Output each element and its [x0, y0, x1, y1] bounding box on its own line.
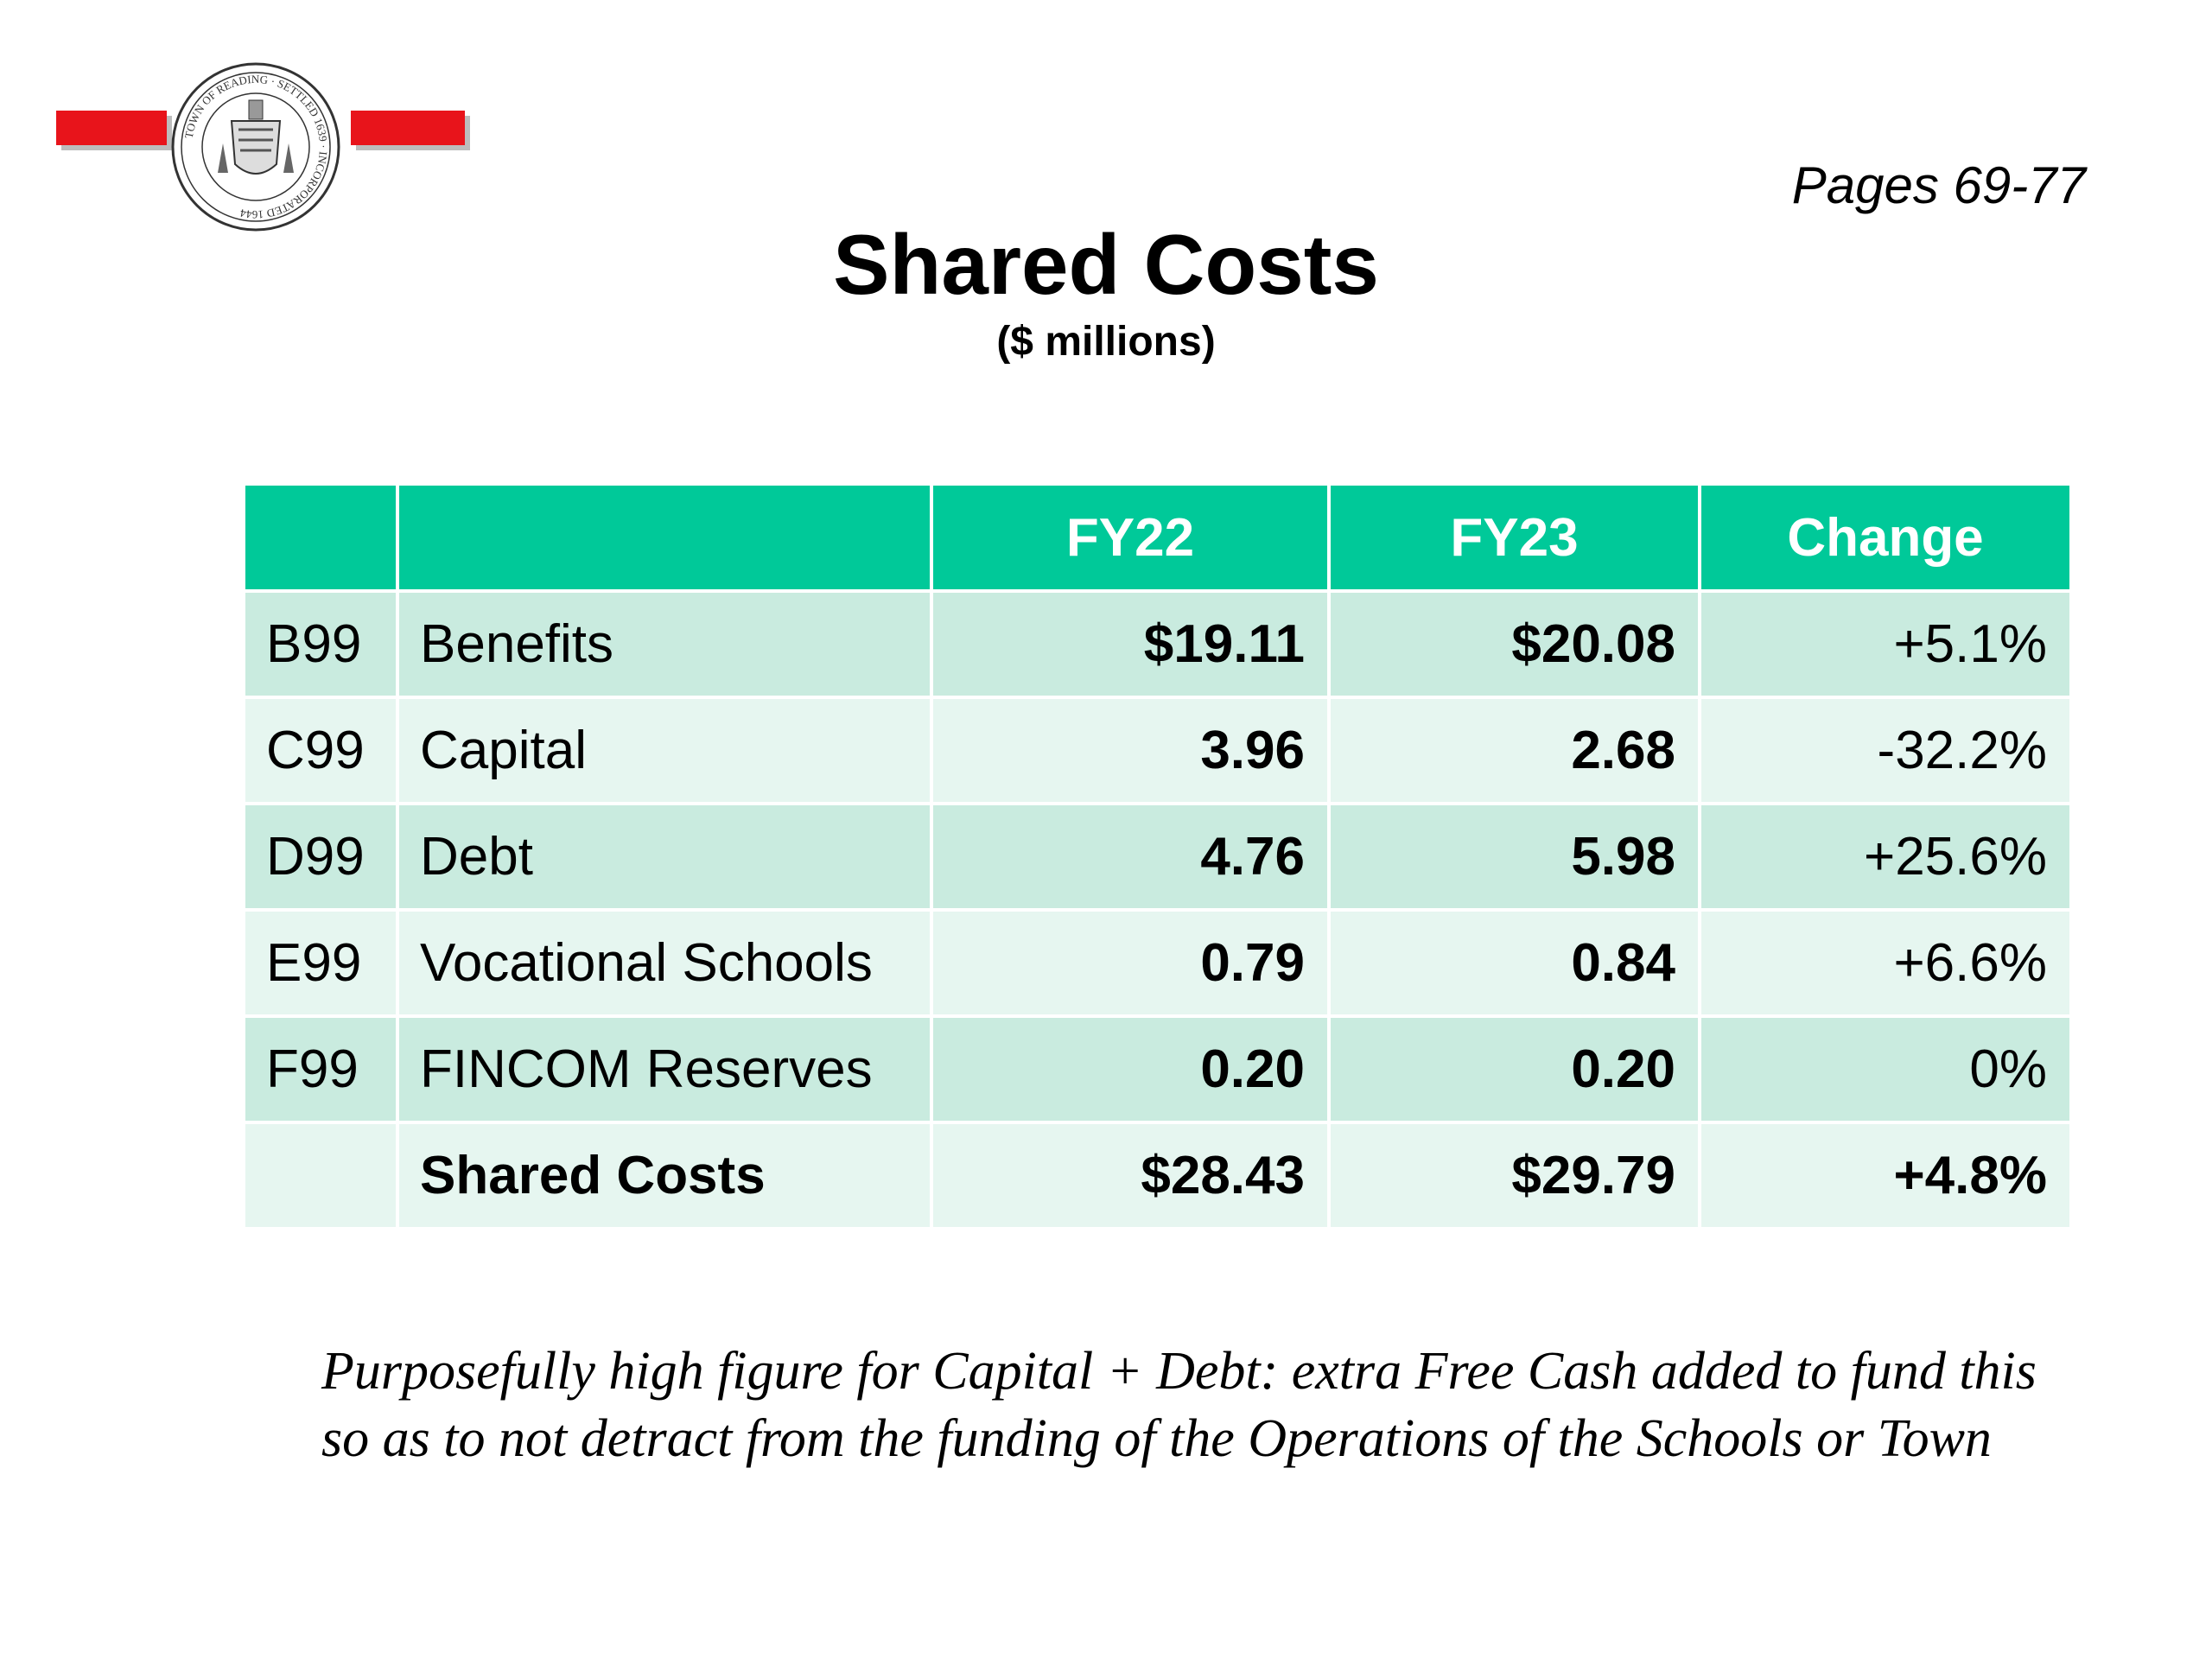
row-label: Shared Costs — [396, 1121, 933, 1230]
column-header-fy22: FY22 — [930, 482, 1331, 593]
row-code — [242, 1121, 399, 1230]
row-label: Vocational Schools — [396, 908, 933, 1018]
row-label: FINCOM Reserves — [396, 1014, 933, 1124]
row-fy23: 0.20 — [1327, 1014, 1701, 1124]
row-fy22: 0.79 — [930, 908, 1331, 1018]
row-fy23: $20.08 — [1327, 589, 1701, 699]
row-change: +5.1% — [1698, 589, 2073, 699]
row-code: D99 — [242, 802, 399, 912]
logo-bar-right — [351, 111, 465, 145]
page-subtitle: ($ millions) — [996, 319, 1216, 365]
table-row: D99 Debt 4.76 5.98 +25.6% — [242, 802, 2073, 912]
table-row: B99 Benefits $19.11 $20.08 +5.1% — [242, 589, 2073, 699]
row-label: Capital — [396, 696, 933, 805]
row-label: Debt — [396, 802, 933, 912]
town-seal-icon: TOWN OF READING · SETTLED 1639 · INCORPO… — [171, 62, 340, 232]
row-fy22: 3.96 — [930, 696, 1331, 805]
column-header-change: Change — [1698, 482, 2073, 593]
shared-costs-table: FY22 FY23 Change B99 Benefits $19.11 $20… — [242, 482, 2073, 1230]
table-header-row: FY22 FY23 Change — [242, 482, 2073, 593]
column-header-label — [396, 482, 933, 593]
row-label: Benefits — [396, 589, 933, 699]
row-change: +25.6% — [1698, 802, 2073, 912]
column-header-fy23: FY23 — [1327, 482, 1701, 593]
row-change: +6.6% — [1698, 908, 2073, 1018]
footnote: Purposefully high figure for Capital + D… — [321, 1342, 2037, 1468]
column-header-code — [242, 482, 399, 593]
row-fy22: 4.76 — [930, 802, 1331, 912]
row-code: B99 — [242, 589, 399, 699]
row-change: +4.8% — [1698, 1121, 2073, 1230]
row-fy23: 5.98 — [1327, 802, 1701, 912]
table-total-row: Shared Costs $28.43 $29.79 +4.8% — [242, 1121, 2073, 1230]
page-reference: Pages 69-77 — [1791, 156, 2086, 214]
row-fy23: $29.79 — [1327, 1121, 1701, 1230]
row-fy23: 2.68 — [1327, 696, 1701, 805]
row-code: C99 — [242, 696, 399, 805]
table-row: E99 Vocational Schools 0.79 0.84 +6.6% — [242, 908, 2073, 1018]
table-row: C99 Capital 3.96 2.68 -32.2% — [242, 696, 2073, 805]
row-code: E99 — [242, 908, 399, 1018]
row-change: -32.2% — [1698, 696, 2073, 805]
table-row: F99 FINCOM Reserves 0.20 0.20 0% — [242, 1014, 2073, 1124]
row-fy22: $28.43 — [930, 1121, 1331, 1230]
logo-bar-left — [56, 111, 167, 145]
page-title: Shared Costs — [833, 217, 1379, 312]
row-fy23: 0.84 — [1327, 908, 1701, 1018]
row-code: F99 — [242, 1014, 399, 1124]
row-change: 0% — [1698, 1014, 2073, 1124]
row-fy22: $19.11 — [930, 589, 1331, 699]
row-fy22: 0.20 — [930, 1014, 1331, 1124]
